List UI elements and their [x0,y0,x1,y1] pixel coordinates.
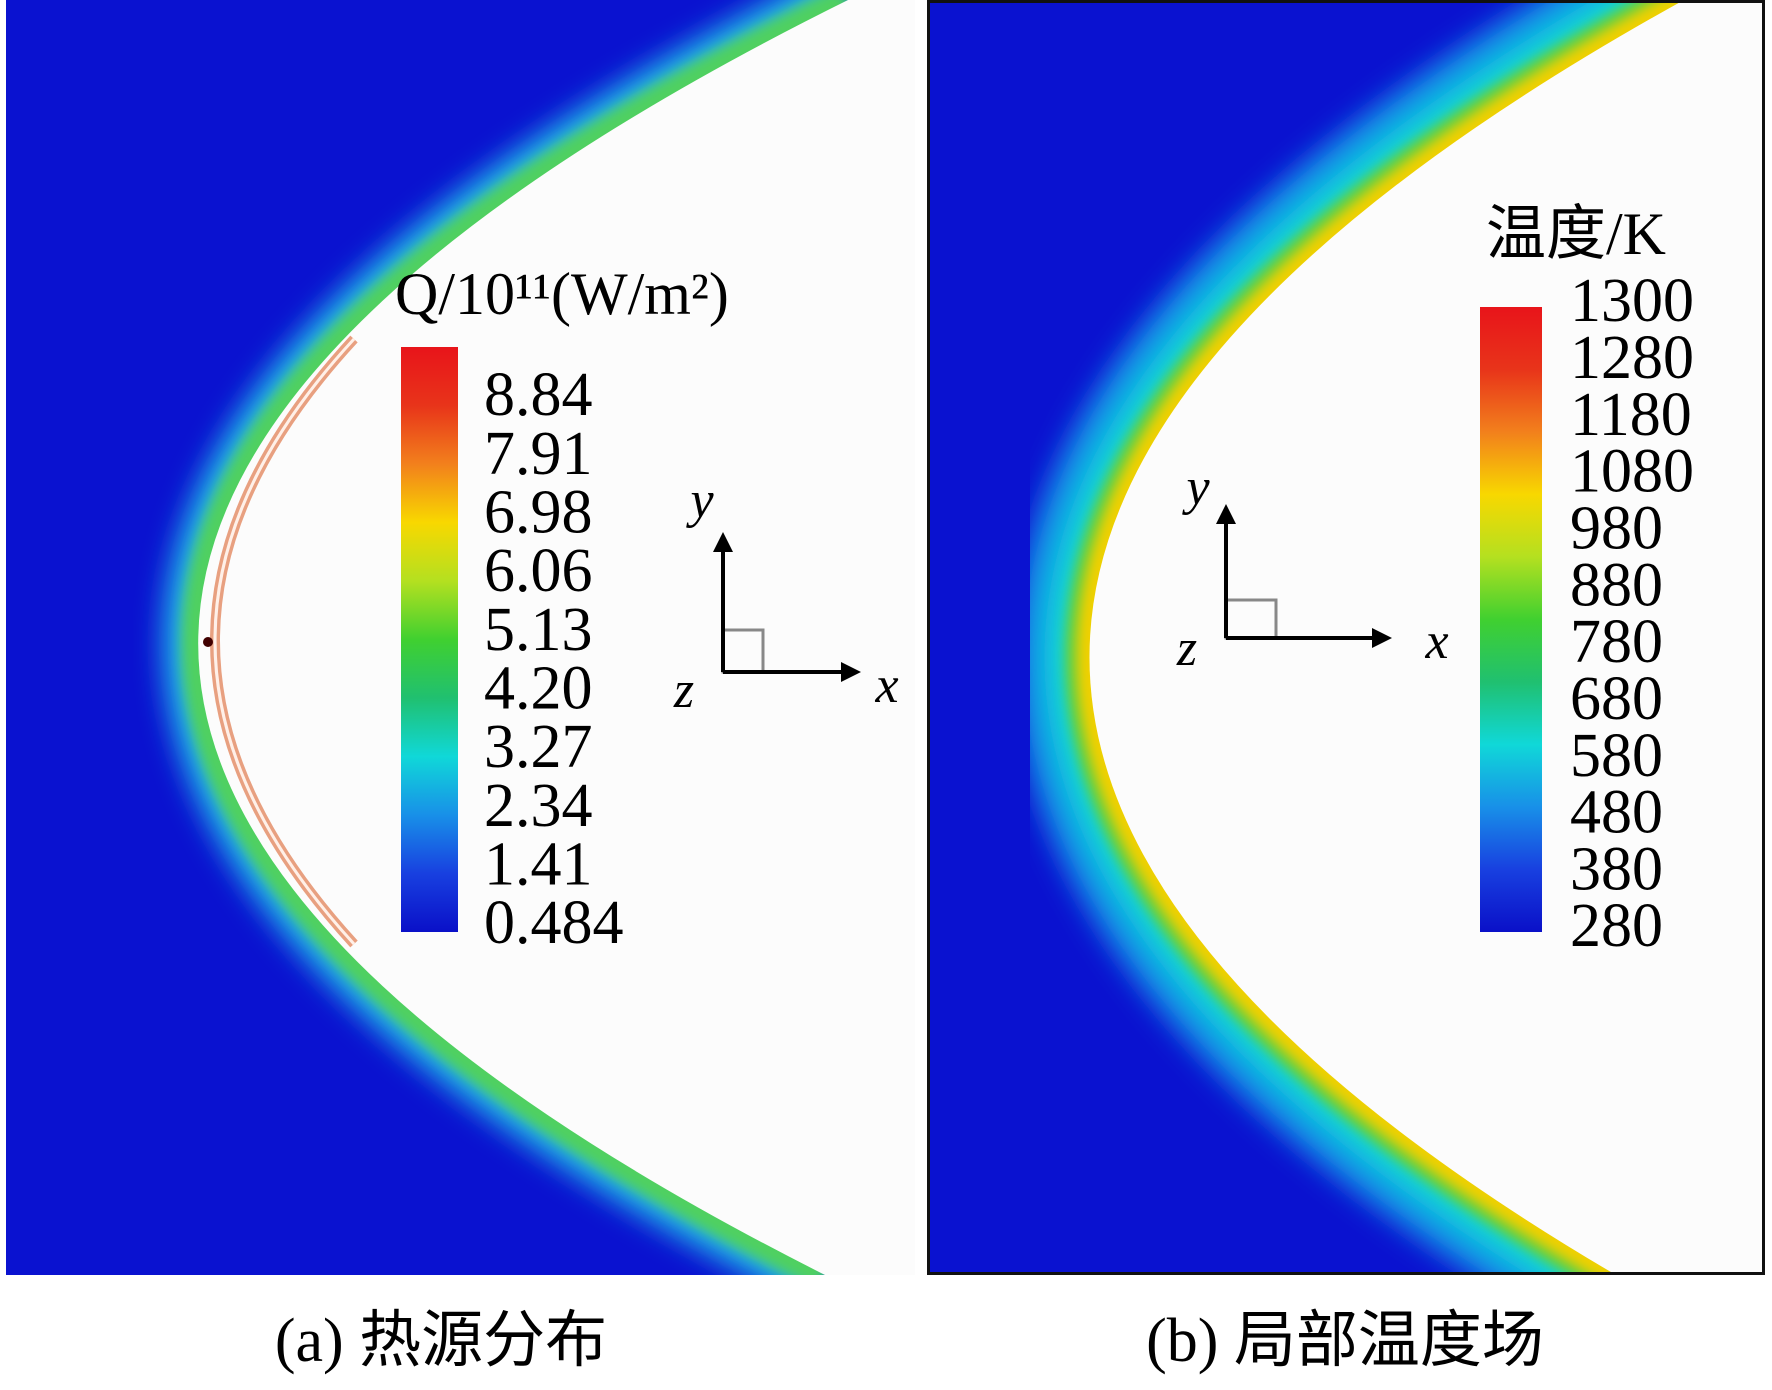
colorbar-tick-label: 680 [1570,665,1663,733]
panel-b-border [927,0,1765,1275]
colorbar-tick-label: 0.484 [484,889,624,957]
colorbar-tick-label: 6.98 [484,479,593,547]
panel-b-field [927,0,1765,1275]
axis-label: z [1176,620,1197,677]
colorbar-tick-label: 480 [1570,779,1663,847]
axis-triad-a [713,532,861,682]
axis-label: z [673,662,694,719]
colorbar-b [1480,307,1542,932]
colorbar-tick-label: 280 [1570,892,1663,960]
colorbar-tick-label: 1080 [1570,438,1694,506]
panel-a-field [6,0,915,1275]
colorbar-tick-label: 1.41 [484,831,593,899]
colorbar-tick-label: 2.34 [484,772,593,840]
colorbar-tick-label: 3.27 [484,713,593,781]
colorbar-tick-label: 980 [1570,495,1663,563]
axis-triad-b [1216,504,1392,648]
colorbar-tick-label: 8.84 [484,361,593,429]
colorbar-tick-label: 780 [1570,608,1663,676]
axis-label: y [1181,459,1210,516]
colorbar-title: Q/10¹¹(W/m²) [395,261,729,327]
axis-label: x [1424,613,1448,670]
colorbar-tick-label: 580 [1570,722,1663,790]
colorbar-tick-label: 5.13 [484,596,593,664]
axis-label: x [874,657,898,714]
colorbar-tick-label: 7.91 [484,420,593,488]
colorbar-tick-label: 1180 [1570,381,1692,449]
colorbar-tick-label: 1300 [1570,267,1694,335]
caption: (a) 热源分布 [275,1307,607,1375]
colorbar-title: 温度/K [1486,201,1666,267]
colorbar-tick-label: 380 [1570,835,1663,903]
colorbar-tick-label: 4.20 [484,655,593,723]
colorbar-a [401,347,458,932]
caption: (b) 局部温度场 [1146,1307,1544,1375]
axis-label: y [685,472,714,529]
colorbar-tick-label: 880 [1570,551,1663,619]
colorbar-tick-label: 6.06 [484,537,593,605]
colorbar-tick-label: 1280 [1570,324,1694,392]
